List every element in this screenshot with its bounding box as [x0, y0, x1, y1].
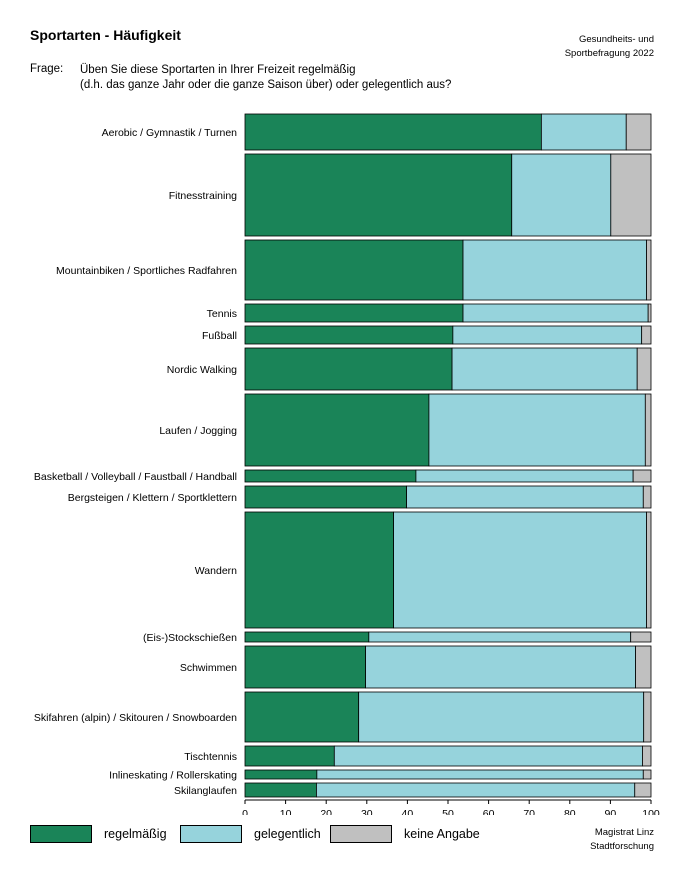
category-label-nordic-walking: Nordic Walking: [167, 364, 237, 376]
bar-regelm-ig-bergsteigen-klettern-sportklettern: [244, 485, 407, 509]
x-tick-label: 90: [605, 808, 617, 815]
legend-label-gelegentlich: gelegentlich: [254, 827, 321, 841]
x-tick-label: 20: [320, 808, 332, 815]
category-label-wandern: Wandern: [195, 565, 237, 577]
bar-gelegentlich-tennis: [462, 303, 649, 323]
bar-keine-angabe-tennis: [647, 303, 652, 323]
x-tick-label: 70: [523, 808, 535, 815]
source-line-1: Gesundheits- und: [579, 34, 654, 45]
footer-line-1: Magistrat Linz: [594, 827, 654, 838]
bar-keine-angabe-inlineskating-rollerskating: [642, 769, 652, 780]
bar-gelegentlich-skifahren-alpin-skitouren-snowboarden: [358, 691, 645, 743]
bar-gelegentlich-bergsteigen-klettern-sportklettern: [406, 485, 644, 509]
question-line-1: Üben Sie diese Sportarten in Ihrer Freiz…: [80, 64, 356, 76]
bar-gelegentlich-inlineskating-rollerskating: [316, 769, 644, 780]
bar-keine-angabe-eis-stockschie-en: [630, 631, 652, 643]
footer-note: Magistrat Linz Stadtforschung: [590, 826, 654, 854]
category-label-fitnesstraining: Fitnesstraining: [169, 190, 237, 202]
bar-gelegentlich-nordic-walking: [451, 347, 638, 391]
bar-regelm-ig-eis-stockschie-en: [244, 631, 370, 643]
bar-gelegentlich-schwimmen: [365, 645, 636, 689]
category-label-fu-ball: Fußball: [202, 330, 237, 342]
category-label-mountainbiken-sportliches-radfahren: Mountainbiken / Sportliches Radfahren: [56, 265, 237, 277]
bar-regelm-ig-aerobic-gymnastik-turnen: [244, 113, 542, 151]
x-tick-label: 100: [642, 808, 660, 815]
bar-regelm-ig-fitnesstraining: [244, 153, 513, 237]
x-tick-label: 40: [402, 808, 414, 815]
bar-regelm-ig-mountainbiken-sportliches-radfahren: [244, 239, 464, 301]
bar-gelegentlich-basketball-volleyball-faustball-handball: [415, 469, 634, 483]
bar-keine-angabe-basketball-volleyball-faustball-handball: [632, 469, 652, 483]
source-line-2: Sportbefragung 2022: [564, 48, 654, 59]
legend-item-gelegentlich: gelegentlich: [180, 825, 321, 843]
bar-regelm-ig-tischtennis: [244, 745, 335, 767]
legend-swatch-regelmaessig: [30, 825, 92, 843]
category-label-tennis: Tennis: [207, 308, 237, 320]
bar-keine-angabe-tischtennis: [642, 745, 652, 767]
question-label: Frage:: [30, 63, 64, 75]
x-tick-label: 0: [242, 808, 248, 815]
bar-keine-angabe-nordic-walking: [636, 347, 652, 391]
bar-gelegentlich-tischtennis: [333, 745, 643, 767]
bar-regelm-ig-wandern: [244, 511, 394, 629]
category-label-inlineskating-rollerskating: Inlineskating / Rollerskating: [109, 770, 237, 782]
bar-keine-angabe-laufen-jogging: [644, 393, 652, 467]
bar-regelm-ig-inlineskating-rollerskating: [244, 769, 318, 780]
category-label-laufen-jogging: Laufen / Jogging: [159, 425, 237, 437]
question-text: Üben Sie diese Sportarten in Ihrer Freiz…: [80, 63, 451, 93]
legend-swatch-keine-angabe: [330, 825, 392, 843]
x-tick-label: 80: [564, 808, 576, 815]
bar-gelegentlich-skilanglaufen: [316, 782, 636, 798]
category-label-skifahren-alpin-skitouren-snowboarden: Skifahren (alpin) / Skitouren / Snowboar…: [34, 712, 237, 724]
source-note: Gesundheits- und Sportbefragung 2022: [565, 33, 654, 61]
bar-regelm-ig-nordic-walking: [244, 347, 453, 391]
bar-keine-angabe-bergsteigen-klettern-sportklettern: [642, 485, 652, 509]
bar-gelegentlich-mountainbiken-sportliches-radfahren: [462, 239, 647, 301]
bar-regelm-ig-laufen-jogging: [244, 393, 430, 467]
chart-title: Sportarten - Häufigkeit: [30, 27, 181, 43]
bar-keine-angabe-skifahren-alpin-skitouren-snowboarden: [643, 691, 652, 743]
x-tick-label: 30: [361, 808, 373, 815]
category-label-eis-stockschie-en: (Eis-)Stockschießen: [143, 632, 237, 644]
bar-keine-angabe-fu-ball: [641, 325, 652, 345]
bar-keine-angabe-schwimmen: [635, 645, 652, 689]
bar-regelm-ig-schwimmen: [244, 645, 366, 689]
x-tick-label: 10: [280, 808, 292, 815]
bar-keine-angabe-skilanglaufen: [634, 782, 652, 798]
bar-gelegentlich-fitnesstraining: [511, 153, 612, 237]
bar-keine-angabe-fitnesstraining: [610, 153, 652, 237]
bar-keine-angabe-aerobic-gymnastik-turnen: [625, 113, 652, 151]
category-label-basketball-volleyball-faustball-handball: Basketball / Volleyball / Faustball / Ha…: [34, 471, 237, 483]
bar-regelm-ig-fu-ball: [244, 325, 454, 345]
bar-gelegentlich-fu-ball: [452, 325, 643, 345]
bar-gelegentlich-laufen-jogging: [428, 393, 646, 467]
category-label-tischtennis: Tischtennis: [184, 751, 237, 763]
bar-keine-angabe-wandern: [646, 511, 652, 629]
x-tick-label: 60: [483, 808, 495, 815]
category-label-bergsteigen-klettern-sportklettern: Bergsteigen / Klettern / Sportklettern: [68, 492, 237, 504]
legend-item-keine-angabe: keine Angabe: [330, 825, 480, 843]
bar-regelm-ig-skilanglaufen: [244, 782, 317, 798]
legend-item-regelmaessig: regelmäßig: [30, 825, 167, 843]
x-tick-label: 50: [442, 808, 454, 815]
legend-label-regelmaessig: regelmäßig: [104, 827, 167, 841]
bar-regelm-ig-basketball-volleyball-faustball-handball: [244, 469, 417, 483]
bar-keine-angabe-mountainbiken-sportliches-radfahren: [646, 239, 652, 301]
question-line-2: (d.h. das ganze Jahr oder die ganze Sais…: [80, 79, 452, 91]
legend-label-keine-angabe: keine Angabe: [404, 827, 480, 841]
bar-chart: Aerobic / Gymnastik / Turnen Fitnesstrain…: [34, 113, 660, 815]
bar-gelegentlich-eis-stockschie-en: [368, 631, 632, 643]
category-label-skilanglaufen: Skilanglaufen: [174, 785, 237, 797]
bar-regelm-ig-tennis: [244, 303, 464, 323]
bar-regelm-ig-skifahren-alpin-skitouren-snowboarden: [244, 691, 360, 743]
category-label-aerobic-gymnastik-turnen: Aerobic / Gymnastik / Turnen: [102, 127, 238, 139]
bar-gelegentlich-wandern: [393, 511, 647, 629]
category-label-schwimmen: Schwimmen: [180, 662, 237, 674]
bar-gelegentlich-aerobic-gymnastik-turnen: [540, 113, 627, 151]
legend-swatch-gelegentlich: [180, 825, 242, 843]
footer-line-2: Stadtforschung: [590, 841, 654, 852]
